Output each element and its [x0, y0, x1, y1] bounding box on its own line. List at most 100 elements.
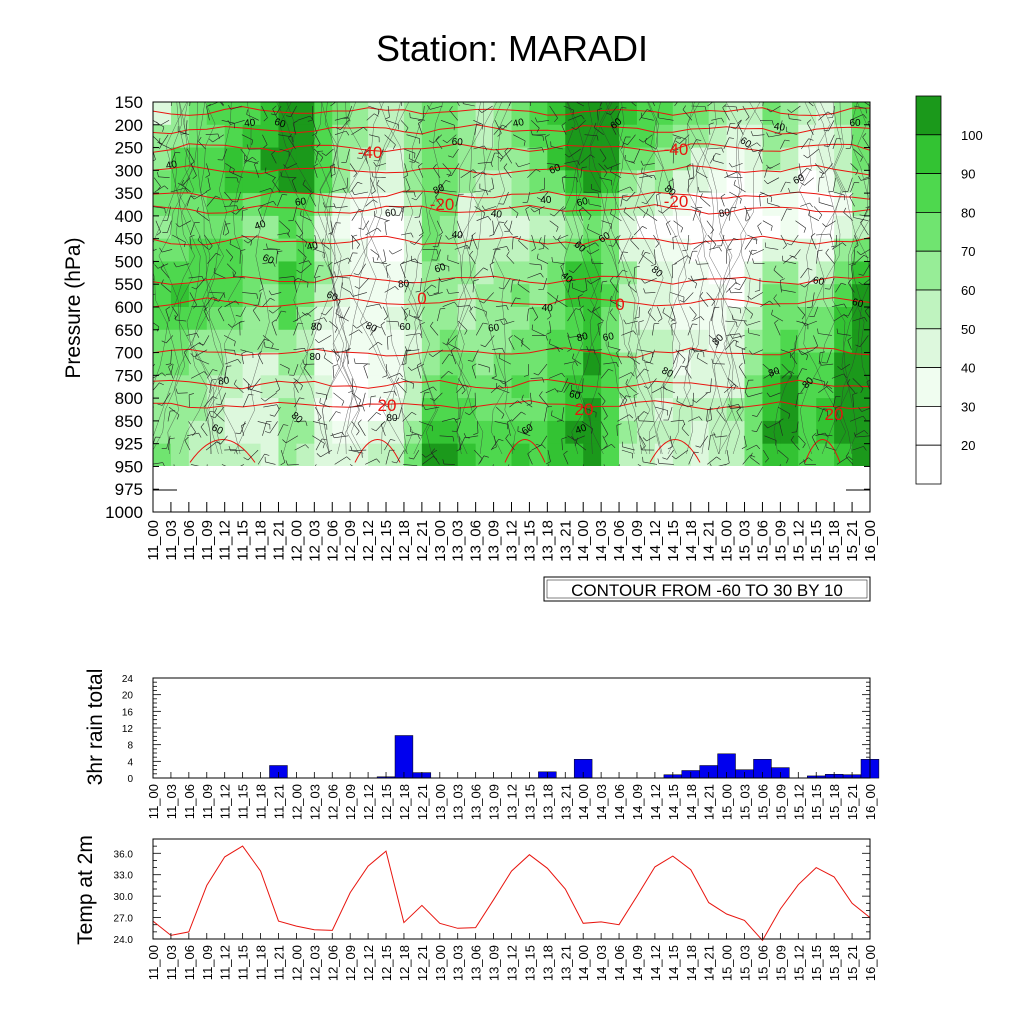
temp-x-tick-label: 12_00: [289, 945, 304, 981]
wind-barb-flag: [671, 322, 677, 325]
wind-barb-flag: [283, 164, 288, 169]
wind-barb-flag: [466, 245, 471, 250]
humidity-cell: [421, 443, 441, 466]
wind-barb: [190, 163, 197, 176]
wind-barb: [484, 206, 497, 211]
humidity-cell: [619, 147, 638, 171]
wind-barb: [226, 263, 237, 273]
wind-barb-flag: [713, 432, 716, 438]
wind-barb: [611, 125, 617, 135]
wind-barb: [723, 137, 730, 150]
wind-barb: [176, 263, 190, 268]
humidity-cell: [690, 329, 710, 354]
wind-barb: [479, 188, 492, 193]
humidity-cell: [816, 147, 835, 171]
humidity-cell: [852, 261, 870, 285]
wind-barb: [543, 234, 546, 249]
wind-barb: [798, 163, 802, 178]
humidity-cell: [619, 375, 638, 399]
humidity-cell: [798, 124, 817, 149]
wind-barb-flag: [673, 149, 679, 151]
humidity-cell: [439, 238, 459, 263]
wind-barb-flag: [404, 346, 408, 352]
wind-barb-flag: [582, 289, 588, 293]
wind-barb: [288, 137, 296, 150]
humidity-cell: [153, 261, 172, 285]
wind-barb: [222, 148, 227, 161]
wind-barb: [224, 359, 238, 365]
humidity-cell: [744, 375, 764, 399]
wind-barb: [603, 362, 617, 365]
wind-barb: [331, 292, 341, 302]
wind-barb-flag: [622, 198, 627, 202]
wind-barb: [235, 206, 245, 215]
wind-barb-flag: [737, 119, 742, 124]
wind-barb-flag: [545, 134, 550, 138]
wind-barb: [575, 442, 587, 451]
wind-barb-flag: [738, 362, 743, 367]
x-tick-label: 14_06: [611, 520, 628, 562]
wind-barb: [831, 373, 844, 379]
humidity-cell: [403, 102, 423, 126]
wind-barb: [630, 102, 637, 107]
wind-barb: [188, 342, 200, 350]
wind-barb: [622, 446, 635, 451]
humidity-cell: [457, 193, 477, 217]
wind-barb-flag: [305, 421, 308, 426]
wind-barb-flag: [282, 439, 287, 444]
wind-barb-flag: [749, 350, 753, 355]
wind-barb-flag: [408, 282, 414, 284]
wind-barb-flag: [347, 116, 351, 122]
wind-barb-flag: [724, 462, 730, 466]
humidity-cell: [636, 170, 656, 194]
wind-barb: [351, 421, 360, 432]
wind-barb: [294, 220, 304, 234]
x-tick-label: 12_03: [306, 520, 323, 562]
wind-barb-flag: [610, 295, 612, 301]
humidity-cell: [511, 215, 531, 240]
wind-barb-flag: [643, 288, 646, 294]
wind-barb: [557, 239, 567, 250]
wind-barb-flag: [654, 322, 660, 324]
x-tick-label: 15_03: [737, 520, 754, 562]
colorbar-box: [915, 211, 942, 252]
wind-barb-flag: [681, 365, 686, 368]
wind-barb-flag: [205, 189, 211, 192]
wind-barb-flag: [862, 133, 867, 138]
wind-barb: [398, 206, 404, 216]
wind-barb: [435, 139, 443, 150]
wind-barb: [271, 322, 277, 336]
wind-barb-flag: [854, 182, 860, 184]
wind-barb-flag: [577, 160, 581, 166]
wind-barb: [165, 335, 174, 344]
humidity-cell: [636, 147, 656, 171]
wind-barb: [386, 373, 400, 379]
wind-barb-flag: [864, 317, 868, 322]
wind-barb-flag: [735, 340, 737, 346]
wind-barb-flag: [483, 455, 489, 458]
humidity-cell: [188, 307, 208, 331]
humidity-cell: [386, 329, 405, 354]
humidity-cell: [583, 102, 602, 126]
temp-x-tick-label: 11_18: [254, 945, 269, 980]
colorbar-box: [915, 173, 942, 213]
humidity-cell: [188, 124, 208, 149]
wind-barb-flag: [554, 117, 558, 123]
humidity-cell: [547, 307, 566, 331]
wind-barb: [159, 120, 170, 126]
humidity-cell: [439, 307, 459, 331]
wind-barb-flag: [286, 115, 291, 117]
humidity-cell: [278, 307, 297, 331]
wind-barb: [669, 435, 673, 447]
wind-barb-flag: [189, 393, 194, 396]
wind-barb: [601, 220, 612, 225]
x-tick-label: 13_18: [539, 520, 556, 562]
humidity-cell: [170, 238, 190, 263]
temp-x-tick-label: 13_09: [487, 945, 502, 981]
wind-barb: [279, 363, 290, 369]
wind-barb-flag: [536, 197, 542, 200]
wind-barb-flag: [822, 223, 827, 228]
humidity-cell: [170, 352, 190, 376]
wind-barb-flag: [256, 293, 258, 299]
wind-barb-flag: [843, 303, 847, 309]
